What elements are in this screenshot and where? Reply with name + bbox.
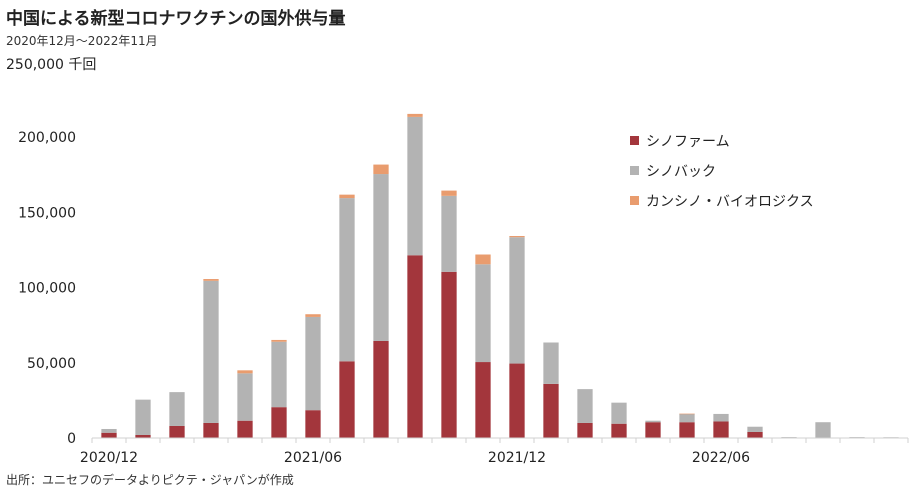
- legend-swatch: [630, 166, 639, 175]
- legend-label: シノファーム: [646, 134, 730, 150]
- legend-swatch: [630, 196, 639, 205]
- bar-segment-series-2: [305, 314, 321, 317]
- bar-segment-series-1: [169, 392, 185, 426]
- bar-segment-series-1: [679, 413, 695, 423]
- stacked-bar-chart: 0 50,000 100,000 150,000 200,000 2020/12 2021…: [18, 113, 909, 466]
- bar-segment-series-2: [407, 113, 423, 117]
- bars: [101, 113, 899, 438]
- legend-label: カンシノ・バイオロジクス: [646, 194, 814, 210]
- bar-segment-series-0: [475, 362, 491, 438]
- bar-segment-series-0: [203, 422, 219, 438]
- bar-segment-series-0: [271, 407, 287, 438]
- bar-segment-series-0: [135, 434, 151, 438]
- bar-segment-series-0: [169, 425, 185, 438]
- chart-subtitle: 2020年12月～2022年11月: [6, 34, 158, 48]
- bar-segment-series-1: [101, 428, 117, 433]
- bar-segment-series-0: [101, 432, 117, 438]
- legend-label: シノバック: [646, 164, 716, 180]
- y-axis-unit-label: 250,000 千回: [6, 57, 97, 73]
- bar-segment-series-1: [815, 422, 831, 438]
- y-tick-label: 50,000: [27, 356, 76, 372]
- x-axis-ticks: 2020/12 2021/06 2021/12 2022/06: [80, 438, 909, 466]
- bar-segment-series-0: [407, 255, 423, 438]
- y-tick-label: 150,000: [18, 205, 76, 221]
- bar-segment-series-0: [339, 361, 355, 438]
- bar-segment-series-0: [679, 422, 695, 438]
- bar-segment-series-0: [237, 420, 253, 438]
- bar-segment-series-0: [645, 422, 661, 438]
- bar-segment-series-1: [271, 341, 287, 408]
- bar-segment-series-0: [543, 383, 559, 438]
- bar-segment-series-2: [441, 190, 457, 196]
- y-tick-label: 0: [67, 431, 76, 447]
- bar-segment-series-2: [339, 194, 355, 199]
- bar-segment-series-1: [475, 264, 491, 363]
- bar-segment-series-0: [747, 431, 763, 438]
- bar-segment-series-0: [509, 363, 525, 438]
- bar-segment-series-2: [373, 164, 389, 175]
- bar-segment-series-0: [305, 410, 321, 438]
- bar-segment-series-1: [135, 399, 151, 435]
- bar-segment-series-0: [611, 423, 627, 438]
- legend-swatch: [630, 136, 639, 145]
- y-axis-ticks: 0 50,000 100,000 150,000 200,000: [18, 130, 76, 447]
- bar-segment-series-0: [713, 421, 729, 438]
- bar-segment-series-0: [373, 340, 389, 438]
- x-tick-label: 2022/06: [692, 450, 750, 466]
- bar-segment-series-1: [339, 198, 355, 362]
- bar-segment-series-1: [203, 280, 219, 423]
- x-tick-label: 2021/06: [284, 450, 342, 466]
- bar-segment-series-1: [373, 174, 389, 341]
- bar-segment-series-2: [475, 254, 491, 265]
- bar-segment-series-2: [679, 413, 695, 415]
- y-tick-label: 200,000: [18, 130, 76, 146]
- bar-segment-series-0: [441, 271, 457, 438]
- bar-segment-series-2: [237, 370, 253, 374]
- chart-title: 中国による新型コロナワクチンの国外供与量: [6, 9, 346, 29]
- bar-segment-series-1: [509, 237, 525, 364]
- bar-segment-series-1: [645, 420, 661, 423]
- y-tick-label: 100,000: [18, 281, 76, 297]
- bar-segment-series-1: [713, 413, 729, 422]
- bar-segment-series-1: [441, 195, 457, 272]
- bar-segment-series-2: [271, 339, 287, 342]
- bar-segment-series-1: [611, 402, 627, 424]
- bar-segment-series-1: [237, 373, 253, 421]
- source-note: 出所：ユニセフのデータよりピクテ・ジャパンが作成: [6, 473, 294, 487]
- bar-segment-series-1: [543, 342, 559, 384]
- bar-segment-series-2: [203, 279, 219, 281]
- bar-segment-series-1: [305, 316, 321, 411]
- bar-segment-series-1: [577, 389, 593, 423]
- x-tick-label: 2021/12: [488, 450, 546, 466]
- bar-segment-series-2: [509, 236, 525, 238]
- bar-segment-series-1: [407, 116, 423, 256]
- bar-segment-series-1: [747, 426, 763, 432]
- bar-segment-series-0: [577, 422, 593, 438]
- x-tick-label: 2020/12: [80, 450, 138, 466]
